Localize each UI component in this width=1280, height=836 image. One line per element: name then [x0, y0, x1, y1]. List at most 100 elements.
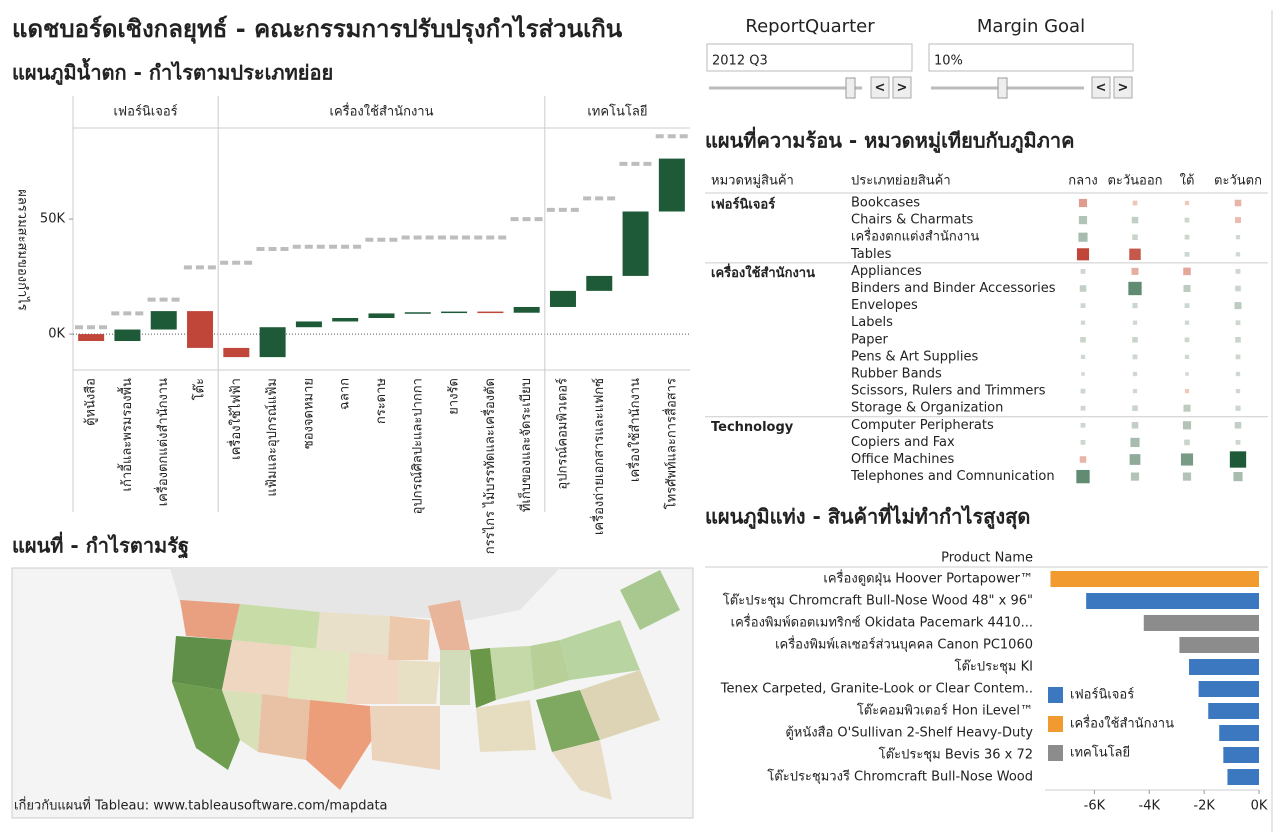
waterfall-bar [114, 329, 141, 342]
heat-cell [1235, 269, 1241, 274]
bar [1227, 769, 1259, 785]
heat-cell [1081, 372, 1085, 376]
bar-title: แผนภูมิแท่ง - สินค้าที่ไม่ทำกำไรสูงสุด [705, 502, 1030, 531]
heat-cell [1184, 337, 1190, 343]
heat-cell [1132, 388, 1138, 394]
legend-label: เครื่องใช้สำนักงาน [1070, 715, 1174, 732]
x-tick-label: ซองจดหมาย [301, 378, 316, 449]
waterfall-bar [368, 313, 395, 319]
heat-cell [1080, 354, 1086, 360]
x-tick-label: แฟ้มและอุปกรณ์แฟ้ม [264, 378, 280, 497]
column-header: ตะวันออก [1107, 174, 1162, 189]
row-label: Copiers and Fax [851, 435, 955, 450]
heat-cell [1235, 252, 1241, 257]
next-button[interactable] [892, 76, 912, 99]
heat-cell [1184, 217, 1190, 223]
heat-cell [1184, 354, 1190, 360]
heat-cell [1182, 421, 1192, 430]
next-button[interactable] [1113, 76, 1133, 99]
slider-thumb[interactable] [997, 77, 1008, 99]
heat-cell [1080, 440, 1086, 445]
heat-cell [1132, 337, 1138, 343]
heat-cell [1235, 320, 1241, 326]
waterfall-bar [404, 312, 431, 314]
bar [1189, 659, 1259, 675]
waterfall-bar [658, 158, 685, 212]
bar [1086, 593, 1259, 609]
next-icon: > [897, 81, 908, 96]
column-header: ประเภทย่อยสินค้า [851, 174, 951, 189]
x-tick-label: -4K [1139, 799, 1161, 814]
column-header: หมวดหมู่สินค้า [711, 174, 794, 189]
x-tick-label: -2K [1193, 799, 1215, 814]
heat-cell [1234, 422, 1242, 429]
heat-cell [1078, 216, 1088, 225]
prev-button[interactable] [1091, 76, 1111, 99]
heat-cell [1078, 232, 1088, 242]
bar [1219, 725, 1259, 741]
heat-cell [1079, 456, 1087, 463]
x-tick-label: ตู้หนังสือ [83, 378, 99, 426]
heat-cell [1132, 234, 1138, 240]
x-tick-label: โทรศัพท์และการสื่อสาร [662, 378, 679, 509]
x-tick-label: โต๊ะ [192, 378, 208, 400]
column-header: กลาง [1068, 174, 1098, 189]
heat-cell [1182, 472, 1192, 481]
waterfall-bar [441, 311, 468, 314]
control: ReportQuarter 2012 Q3 < > [706, 16, 913, 99]
heat-cell [1229, 451, 1247, 468]
heat-cell [1132, 354, 1138, 360]
heat-cell [1184, 234, 1190, 240]
input[interactable] [928, 43, 1134, 72]
heat-cell [1180, 453, 1194, 466]
waterfall-bar [549, 290, 576, 307]
row-label: Bookcases [851, 196, 920, 211]
heat-cell [1184, 388, 1190, 394]
row-label: Rubber Bands [851, 367, 942, 382]
waterfall-bar [259, 327, 286, 358]
x-tick-label: เครื่องใช้สำนักงาน [626, 378, 643, 482]
x-tick-label: ที่เก็บของและจัดระเบียบ [516, 378, 534, 512]
slider-thumb[interactable] [845, 77, 856, 99]
map-footnote: เกี่ยวกับแผนที่ Tableau: www.tableausoft… [14, 797, 388, 814]
heat-cell [1080, 269, 1086, 274]
y-tick-label: เครื่องพิมพ์ดอตเมทริกซ์ Okidata Pacemark… [731, 614, 1033, 631]
heat-cell [1080, 422, 1086, 428]
bar [1223, 747, 1259, 763]
heat-cell [1184, 439, 1190, 446]
heat-cell [1184, 251, 1190, 257]
legend-label: เทคโนโลยี [1070, 745, 1130, 761]
heat-cell [1132, 303, 1138, 309]
heat-cell [1076, 469, 1090, 484]
row-label: Scissors, Rulers and Trimmers [851, 384, 1046, 399]
dropdown[interactable] [706, 43, 913, 72]
legend-swatch [1048, 716, 1063, 732]
prev-button[interactable] [870, 76, 890, 99]
prev-icon: < [1096, 81, 1107, 96]
heat-cell [1080, 303, 1086, 308]
group-header: เทคโนโลยี [587, 104, 647, 120]
y-tick-label: เครื่องพิมพ์เลเซอร์ส่วนบุคคล Canon PC106… [775, 636, 1033, 653]
waterfall-bar [78, 334, 105, 342]
y-tick-label: 0K [48, 327, 65, 342]
heatmap-title: แผนที่ความร้อน - หมวดหมู่เทียบกับภูมิภาค [705, 126, 1075, 155]
bar [1143, 615, 1259, 631]
row-label: Envelopes [851, 298, 918, 313]
heat-cell [1235, 337, 1241, 343]
bar [1050, 571, 1259, 587]
heat-cell [1234, 199, 1242, 207]
y-tick-label: โต๊ะประชุม KI [954, 659, 1033, 675]
waterfall-bar [477, 311, 504, 314]
row-label: Office Machines [851, 452, 954, 467]
row-label: Telephones and Comnunication [850, 469, 1055, 484]
waterfall-bar [295, 321, 322, 328]
waterfall-title: แผนภูมิน้ำตก - กำไรตามประเภทย่อย [12, 58, 333, 87]
y-tick-label: โต๊ะคอมพิวเตอร์ Hon iLevel™ [857, 703, 1033, 719]
row-label: Computer Peripherats [851, 418, 994, 433]
y-tick-label: โต๊ะประชุมวงรี Chromcraft Bull-Nose Wood [767, 769, 1033, 785]
y-tick-label: 50K [40, 212, 66, 227]
heat-cell [1235, 235, 1241, 240]
heat-cell [1184, 200, 1190, 206]
heat-cell [1185, 372, 1189, 376]
